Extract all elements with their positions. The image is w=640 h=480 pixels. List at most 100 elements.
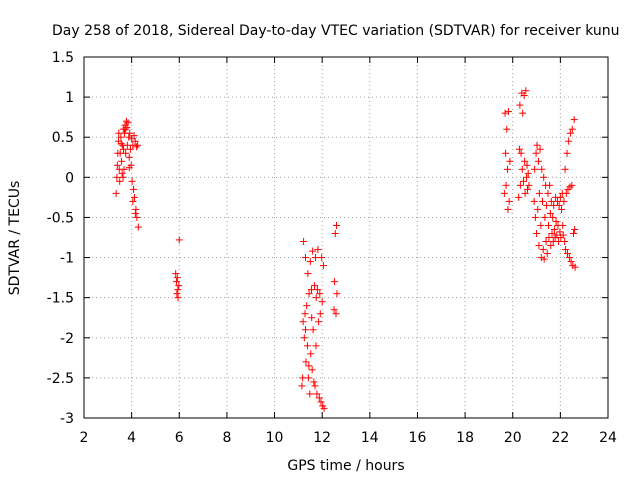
- data-point: [506, 157, 514, 165]
- x-tick-label: 2: [80, 430, 89, 446]
- data-point: [117, 140, 125, 148]
- data-point: [125, 133, 133, 141]
- data-point: [302, 358, 310, 366]
- data-point: [530, 197, 538, 205]
- data-point: [123, 124, 131, 132]
- data-point: [112, 189, 120, 197]
- data-point: [130, 193, 138, 201]
- data-point: [318, 298, 326, 306]
- y-tick-label: -2.5: [47, 371, 74, 387]
- data-point: [539, 246, 547, 254]
- data-point: [173, 290, 181, 298]
- data-point: [130, 132, 138, 140]
- data-point: [542, 238, 550, 246]
- data-point: [174, 286, 182, 294]
- data-point: [134, 141, 142, 149]
- data-point: [537, 221, 545, 229]
- data-point: [312, 294, 320, 302]
- data-point: [113, 161, 121, 169]
- data-point: [521, 189, 529, 197]
- data-point: [570, 116, 578, 124]
- data-point: [131, 137, 139, 145]
- data-point: [319, 262, 327, 270]
- data-point: [122, 117, 130, 125]
- data-point: [126, 129, 134, 137]
- data-point: [125, 164, 133, 172]
- data-point: [131, 209, 139, 217]
- data-point: [532, 149, 540, 157]
- data-point: [115, 129, 123, 137]
- x-tick-label: 18: [456, 430, 474, 446]
- data-point: [531, 165, 539, 173]
- data-point: [120, 165, 128, 173]
- data-point: [561, 238, 569, 246]
- data-point: [311, 282, 319, 290]
- y-tick-label: -1.5: [47, 291, 74, 307]
- data-point: [312, 342, 320, 350]
- x-tick-label: 16: [409, 430, 427, 446]
- data-point: [558, 205, 566, 213]
- data-point: [543, 201, 551, 209]
- x-tick-labels: 2 4 6 8 10 12 14 16 18 20 22 24: [80, 430, 617, 446]
- data-point: [330, 306, 338, 314]
- data-point: [516, 181, 524, 189]
- data-point: [561, 165, 569, 173]
- x-tick-label: 14: [361, 430, 379, 446]
- data-point: [332, 221, 340, 229]
- gridlines: [84, 57, 608, 418]
- data-point: [556, 193, 564, 201]
- data-point: [133, 213, 141, 221]
- data-point: [524, 169, 532, 177]
- data-point: [519, 109, 527, 117]
- data-point: [523, 161, 531, 169]
- data-point: [518, 165, 526, 173]
- data-point: [503, 165, 511, 173]
- data-point: [175, 236, 183, 244]
- data-point: [559, 221, 567, 229]
- data-point: [522, 87, 530, 95]
- data-point: [555, 201, 563, 209]
- data-point: [560, 197, 568, 205]
- data-point: [308, 366, 316, 374]
- data-point: [306, 258, 314, 266]
- data-point: [311, 382, 319, 390]
- data-point: [130, 185, 138, 193]
- x-tick-label: 24: [599, 430, 617, 446]
- y-tick-label: -2: [60, 331, 74, 347]
- data-point: [333, 290, 341, 298]
- data-point: [318, 254, 326, 262]
- data-point: [571, 263, 579, 271]
- data-point: [536, 145, 544, 153]
- data-point: [126, 145, 134, 153]
- data-point: [132, 143, 140, 151]
- y-tick-label: -1: [60, 251, 74, 267]
- data-point: [172, 278, 180, 286]
- data-point: [547, 242, 555, 250]
- data-point: [534, 157, 542, 165]
- data-point: [303, 342, 311, 350]
- data-point: [562, 246, 570, 254]
- data-point: [523, 173, 531, 181]
- data-point: [500, 189, 508, 197]
- data-point: [541, 213, 549, 221]
- y-tick-label: -3: [60, 411, 74, 427]
- data-point: [562, 189, 570, 197]
- data-point: [519, 177, 527, 185]
- data-points: [112, 87, 579, 412]
- data-point: [300, 334, 308, 342]
- data-point: [304, 270, 312, 278]
- data-point: [314, 246, 322, 254]
- data-point: [129, 197, 137, 205]
- data-point: [546, 181, 554, 189]
- y-tick-label: -0.5: [47, 210, 74, 226]
- data-point: [554, 238, 562, 246]
- data-point: [117, 133, 125, 141]
- data-point: [503, 125, 511, 133]
- data-point: [534, 205, 542, 213]
- data-point: [504, 205, 512, 213]
- data-point: [320, 404, 328, 412]
- data-point: [305, 362, 313, 370]
- y-tick-label: 1: [65, 90, 74, 106]
- data-point: [299, 318, 307, 326]
